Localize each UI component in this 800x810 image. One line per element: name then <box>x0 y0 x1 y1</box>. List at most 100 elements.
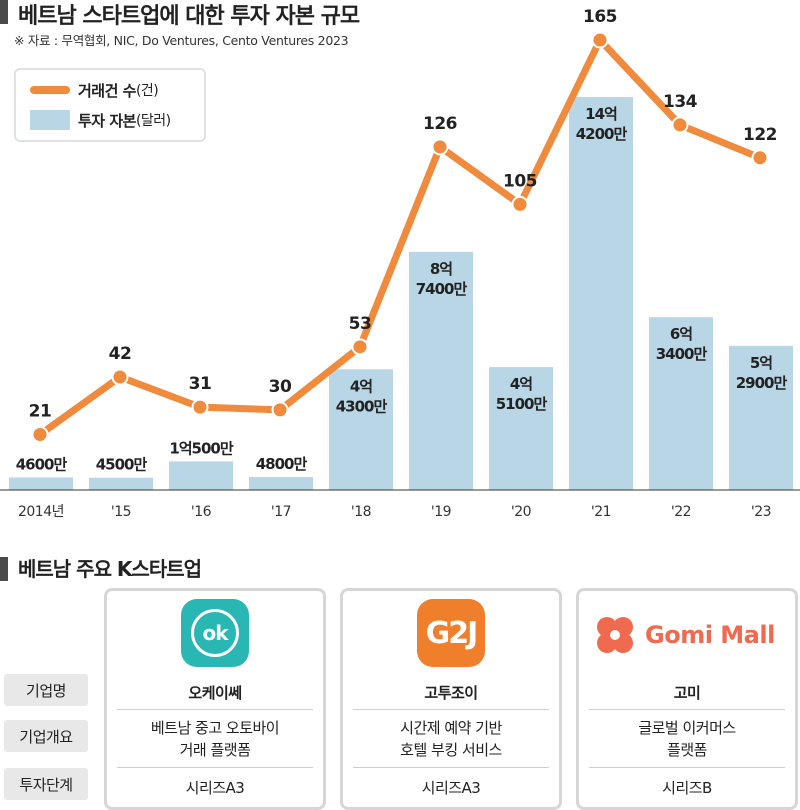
card-divider <box>117 709 313 710</box>
legend-item-capital: 투자 자본 (달러) <box>30 108 171 132</box>
card-divider <box>589 767 785 768</box>
company-name: 오케이쎄 <box>188 683 242 702</box>
deals-point <box>591 31 609 49</box>
legend-deals-unit: (건) <box>135 83 159 99</box>
gotjoy-logo-mark: G2J <box>425 615 479 651</box>
capital-value-label: 4억 <box>510 375 532 393</box>
deals-value-label: 30 <box>269 377 292 397</box>
deals-point <box>751 149 769 167</box>
capital-value-label: 4600만 <box>16 455 68 473</box>
capital-value-label: 5억 <box>750 354 772 372</box>
x-tick-label: '18 <box>351 504 371 520</box>
capital-value-label: 3400만 <box>656 345 708 363</box>
company-stage: 시리즈B <box>662 778 712 797</box>
legend-capital-label: 투자 자본 <box>78 111 136 130</box>
deals-point <box>271 401 289 419</box>
capital-bar <box>89 477 153 490</box>
gotjoy-logo: G2J <box>417 599 485 667</box>
deals-value-label: 134 <box>663 92 698 112</box>
company-card-gomi: Gomi Mall 고미 글로벌 이커머스 플랫폼 시리즈B <box>576 588 798 810</box>
company-name: 고투조이 <box>424 683 478 702</box>
deals-value-label: 42 <box>109 344 132 364</box>
x-tick-label: '16 <box>191 504 212 520</box>
x-tick-label: '22 <box>671 504 691 520</box>
legend: 거래건 수 (건) 투자 자본 (달러) <box>14 68 206 142</box>
x-tick-label: '17 <box>271 504 291 520</box>
title-accent-bar <box>0 0 8 24</box>
capital-bar <box>409 251 473 490</box>
legend-capital-unit: (달러) <box>135 113 171 129</box>
company-overview-line2: 거래 플랫폼 <box>179 741 251 759</box>
card-divider <box>589 709 785 710</box>
x-tick-label: '21 <box>591 504 611 520</box>
legend-line-swatch <box>30 86 70 94</box>
deals-point <box>351 338 369 356</box>
x-tick-label: '23 <box>751 504 771 520</box>
deals-value-label: 53 <box>349 314 372 334</box>
company-overview-line2: 플랫폼 <box>667 741 707 759</box>
card-divider <box>117 767 313 768</box>
company-overview-line1: 시간제 예약 기반 <box>400 719 502 737</box>
chart-title: 베트남 스타트업에 대한 투자 자본 규모 <box>18 4 360 29</box>
company-overview-line1: 베트남 중고 오토바이 <box>150 719 280 737</box>
deals-line <box>36 36 764 438</box>
company-overview: 시간제 예약 기반 호텔 부킹 서비스 <box>343 715 559 763</box>
legend-item-deals: 거래건 수 (건) <box>30 78 159 102</box>
capital-value-label: 5100만 <box>496 395 548 413</box>
company-stage: 시리즈A3 <box>185 778 245 797</box>
capital-bar <box>9 477 73 490</box>
capital-value-label: 7400만 <box>416 280 468 298</box>
capital-value-label: 4800만 <box>256 455 308 473</box>
capital-value-label: 1억500만 <box>169 439 234 457</box>
deals-value-label: 31 <box>189 374 212 394</box>
capital-bar <box>169 461 233 490</box>
capital-value-label: 4300만 <box>336 397 388 415</box>
company-overview: 베트남 중고 오토바이 거래 플랫폼 <box>107 715 323 763</box>
company-overview-line1: 글로벌 이커머스 <box>638 719 736 737</box>
chart-source: ※ 자료 : 무역협회, NIC, Do Ventures, Cento Ven… <box>14 33 349 48</box>
legend-deals-label: 거래건 수 <box>78 81 136 100</box>
okxe-logo: ok <box>181 599 249 667</box>
company-stage: 시리즈A3 <box>421 778 481 797</box>
section-title: 베트남 주요 K스타트업 <box>18 557 202 581</box>
capital-value-label: 2900만 <box>736 374 788 392</box>
capital-bar <box>249 476 313 490</box>
capital-value-label: 4200만 <box>576 125 628 143</box>
deals-value-label: 122 <box>743 125 777 145</box>
capital-value-label: 6억 <box>670 325 692 343</box>
card-divider <box>353 709 549 710</box>
row-label-name: 기업명 <box>4 674 88 706</box>
okxe-logo-mark: ok <box>191 609 239 657</box>
company-name: 고미 <box>673 683 701 702</box>
section-accent-bar <box>0 557 8 581</box>
deals-point <box>671 116 689 134</box>
x-tick-label: '20 <box>511 504 531 520</box>
x-tick-label: '19 <box>431 504 451 520</box>
card-divider <box>353 767 549 768</box>
deals-value-label: 165 <box>583 7 617 27</box>
row-label-stage: 투자단계 <box>4 768 88 800</box>
capital-bar <box>569 97 633 490</box>
capital-value-label: 8억 <box>430 260 452 278</box>
capital-bar <box>649 317 713 490</box>
capital-bar <box>329 369 393 490</box>
x-tick-label: 2014년 <box>18 504 64 520</box>
capital-value-label: 4억 <box>350 377 372 395</box>
company-card-okxe: ok 오케이쎄 베트남 중고 오토바이 거래 플랫폼 시리즈A3 <box>104 588 326 810</box>
gomi-logo-text: Gomi Mall <box>645 621 775 649</box>
capital-value-label: 4500만 <box>96 456 148 474</box>
deals-point <box>111 368 129 386</box>
capital-value-label: 14억 <box>585 105 617 123</box>
deals-value-label: 126 <box>423 114 457 134</box>
deals-point <box>191 398 209 416</box>
capital-bar <box>489 367 553 490</box>
chart-area: 2014년 '15 '16 '17 '18 '19 '20 '21 '22 '23 4600만 450… <box>0 7 800 520</box>
gomi-logo: Gomi Mall <box>593 613 775 657</box>
row-label-overview: 기업개요 <box>4 720 88 752</box>
capital-bar <box>729 345 793 490</box>
x-tick-label: '15 <box>111 504 131 520</box>
legend-bar-swatch <box>30 110 70 130</box>
deals-point <box>31 426 49 443</box>
deals-point <box>431 138 449 156</box>
company-overview: 글로벌 이커머스 플랫폼 <box>579 715 795 763</box>
